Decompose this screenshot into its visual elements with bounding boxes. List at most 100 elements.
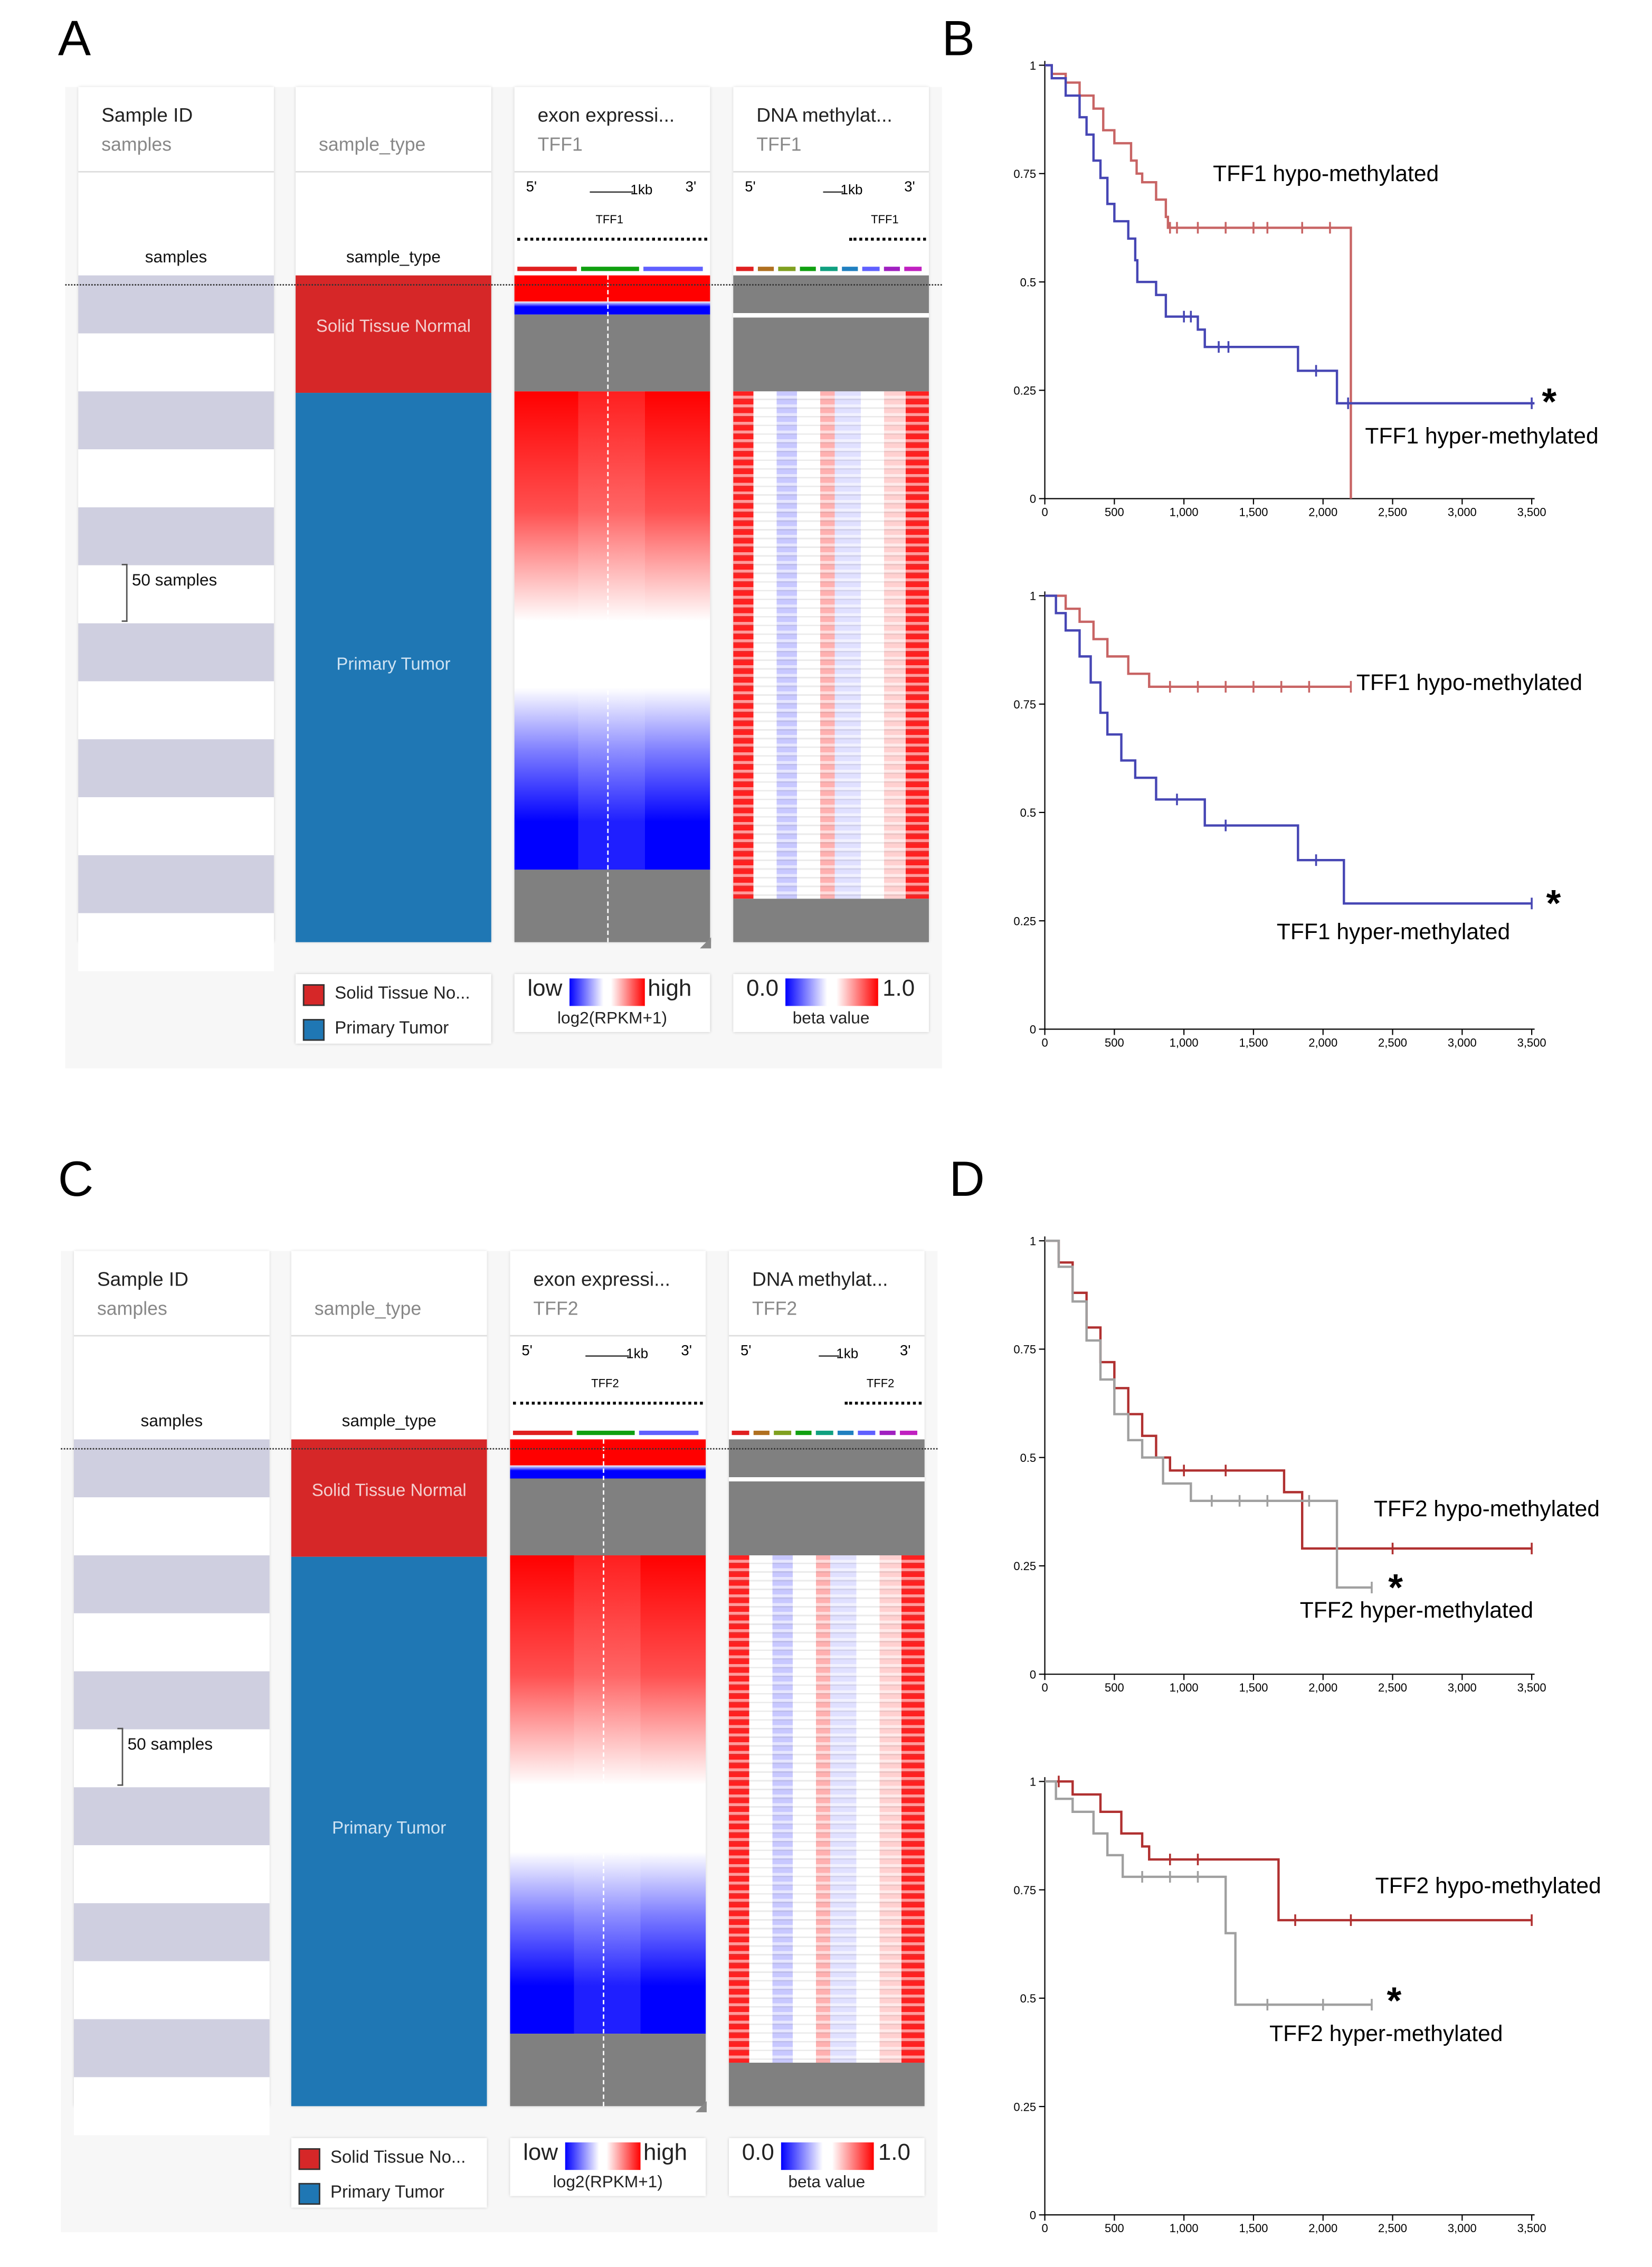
km-curve-tff2-hyper-methylated xyxy=(1045,1780,1372,2006)
x-tick-label: 2,500 xyxy=(1378,1681,1407,1694)
resize-handle-icon[interactable]: ◢ xyxy=(700,934,711,951)
row-cursor-line xyxy=(65,284,942,286)
sample-row-stripe xyxy=(78,507,274,565)
heatmap-tumor-methylation[interactable] xyxy=(729,1555,925,2063)
color-scale-bar xyxy=(565,2142,641,2170)
x-tick-label: 2,500 xyxy=(1378,1036,1407,1049)
sample-row-stripe xyxy=(74,1961,270,2019)
y-tick-label: 0.5 xyxy=(1020,276,1037,289)
exon-segment xyxy=(643,267,703,271)
legend-item: Solid Tissue No... xyxy=(335,983,470,1003)
column-header: sample_type xyxy=(291,1251,487,1337)
three-prime-label: 3' xyxy=(685,180,697,196)
column-sample-type[interactable]: sample_type Solid Tissue Normal Primary Tu… xyxy=(291,1251,487,2107)
category-primary-tumor[interactable]: Primary Tumor xyxy=(296,393,491,942)
exon-segment xyxy=(837,1430,855,1435)
exon-segment xyxy=(753,1430,770,1435)
y-tick-label: 0.25 xyxy=(1013,914,1036,928)
hyper-methylated-label: TFF1 hyper-methylated xyxy=(1365,424,1599,450)
sample-row-stripe xyxy=(74,2077,270,2136)
column-sample-id[interactable]: Sample ID samples 50 samples samples xyxy=(74,1251,270,2136)
legend-swatch xyxy=(302,1019,325,1041)
exon-segment xyxy=(862,267,880,271)
legend-unit: log2(RPKM+1) xyxy=(557,1010,668,1028)
legend-sample-type: Solid Tissue No... Primary Tumor xyxy=(296,974,491,1044)
scale-label: 1kb xyxy=(840,182,863,199)
x-tick-label: 500 xyxy=(1105,2222,1124,2235)
x-tick-label: 2,500 xyxy=(1378,2222,1407,2235)
column-body xyxy=(733,275,929,942)
heatmap-nodata xyxy=(514,314,710,392)
column-subtitle: sample_type xyxy=(319,133,426,155)
x-tick-label: 3,000 xyxy=(1448,505,1477,518)
km-curve-tff1-hypo-methylated xyxy=(1045,594,1351,688)
y-tick-label: 1 xyxy=(1030,590,1036,603)
legend-meth: 0.0 1.0 beta value xyxy=(733,974,929,1032)
y-tick-label: 0 xyxy=(1030,1023,1036,1036)
column-axis-label: sample_type xyxy=(346,249,441,267)
color-scale-bar xyxy=(785,978,878,1006)
heatmap-tumor-expression[interactable] xyxy=(514,391,710,870)
heatmap-nodata xyxy=(733,899,929,942)
heatmap-tumor-methylation[interactable] xyxy=(733,391,929,899)
heatmap-normal-methylation xyxy=(729,1439,925,1556)
column-methylation[interactable]: DNA methylat... TFF2 5' 3' 1kb TFF2 xyxy=(729,1251,925,2107)
column-title: DNA methylat... xyxy=(752,1268,888,1290)
sample-row-stripe xyxy=(74,1671,270,1730)
column-body: 50 samples xyxy=(74,1439,270,2136)
column-title: DNA methylat... xyxy=(756,104,893,126)
three-prime-label: 3' xyxy=(900,1344,911,1360)
column-body xyxy=(729,1439,925,2107)
column-axis-label: samples xyxy=(145,249,207,267)
column-axis-label: samples xyxy=(140,1413,203,1431)
significance-star: * xyxy=(1542,380,1557,423)
x-tick-label: 1,500 xyxy=(1239,1036,1268,1049)
y-tick-label: 0.5 xyxy=(1020,1451,1037,1465)
column-header: exon expressi... TFF1 xyxy=(514,87,710,173)
exon-segment xyxy=(900,1430,917,1435)
x-tick-label: 0 xyxy=(1041,2222,1048,2235)
five-prime-label: 5' xyxy=(526,180,537,196)
y-tick-label: 1 xyxy=(1030,59,1036,72)
column-sample-type[interactable]: sample_type Solid Tissue Normal Primary Tu… xyxy=(296,87,491,942)
category-solid-tissue-normal[interactable]: Solid Tissue Normal xyxy=(291,1439,487,1557)
scale-label: 1kb xyxy=(836,1346,859,1363)
resize-handle-icon[interactable]: ◢ xyxy=(695,2099,707,2115)
scale-label: 1kb xyxy=(626,1346,649,1363)
km-curve-tff1-hyper-methylated xyxy=(1045,64,1535,405)
exon-segment xyxy=(736,267,753,271)
legend-unit: beta value xyxy=(792,1010,870,1028)
sample-row-stripe xyxy=(78,797,274,855)
y-tick-label: 0.25 xyxy=(1013,2100,1036,2113)
hypo-methylated-label: TFF1 hypo-methylated xyxy=(1356,671,1583,696)
hypo-methylated-label: TFF2 hypo-methylated xyxy=(1375,1874,1601,1899)
exon-segment xyxy=(858,1430,875,1435)
x-tick-label: 500 xyxy=(1105,1681,1124,1694)
row-cursor-line xyxy=(61,1448,938,1450)
column-header: DNA methylat... TFF1 xyxy=(733,87,929,173)
x-tick-label: 0 xyxy=(1041,1681,1048,1694)
category-solid-tissue-normal[interactable]: Solid Tissue Normal xyxy=(296,275,491,393)
exon-segment xyxy=(517,267,576,271)
y-tick-label: 0.25 xyxy=(1013,384,1036,397)
exon-segment xyxy=(884,267,901,271)
color-scale-bar xyxy=(569,978,645,1006)
y-tick-label: 0.75 xyxy=(1013,1343,1036,1356)
column-exon[interactable]: exon expressi... TFF2 5' 3' 1kb TFF2 xyxy=(510,1251,706,2107)
scale-bar xyxy=(585,1355,629,1357)
y-tick-label: 0.5 xyxy=(1020,1992,1037,2005)
sample-row-stripe xyxy=(78,913,274,971)
legend-item: Solid Tissue No... xyxy=(330,2147,466,2167)
heatmap-tumor-expression[interactable] xyxy=(510,1555,706,2034)
exon-segment xyxy=(841,267,859,271)
legend-swatch xyxy=(298,2148,320,2170)
five-prime-label: 5' xyxy=(745,180,756,196)
column-methylation[interactable]: DNA methylat... TFF1 5' 3' 1kb TFF1 xyxy=(733,87,929,942)
column-exon[interactable]: exon expressi... TFF1 5' 3' 1kb TFF1 xyxy=(514,87,710,942)
category-primary-tumor[interactable]: Primary Tumor xyxy=(291,1556,487,2107)
x-tick-label: 0 xyxy=(1041,1036,1048,1049)
heatmap-normal-high xyxy=(510,1439,706,1466)
sample-row-stripe xyxy=(74,2019,270,2077)
y-tick-label: 0.25 xyxy=(1013,1560,1036,1573)
